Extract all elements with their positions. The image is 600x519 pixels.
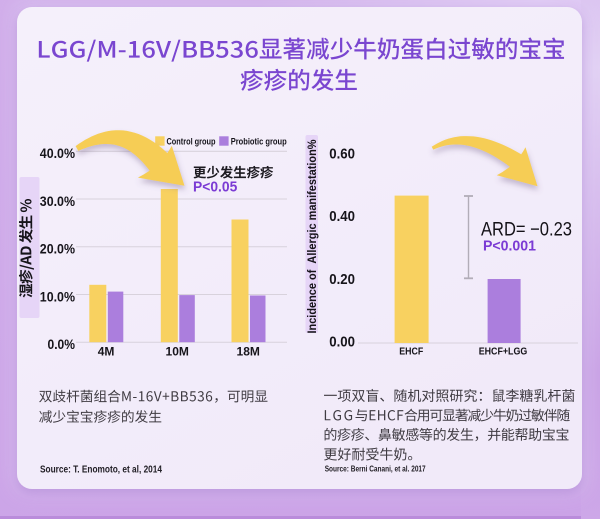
svg-text:P<0.05: P<0.05 bbox=[193, 180, 237, 196]
svg-text:EHCF+LGG: EHCF+LGG bbox=[479, 346, 528, 358]
svg-text:18M: 18M bbox=[237, 344, 260, 358]
svg-text:30.0%: 30.0% bbox=[40, 194, 75, 209]
svg-text:0.40: 0.40 bbox=[329, 209, 355, 225]
svg-text:40.0%: 40.0% bbox=[40, 146, 75, 161]
svg-text:0.0%: 0.0% bbox=[48, 337, 76, 352]
svg-text:0.20: 0.20 bbox=[329, 272, 355, 288]
svg-text:Probiotic group: Probiotic group bbox=[231, 136, 287, 147]
svg-text:10.0%: 10.0% bbox=[40, 289, 75, 304]
svg-text:20.0%: 20.0% bbox=[40, 242, 75, 257]
svg-text:Control group: Control group bbox=[167, 136, 216, 147]
svg-text:EHCF: EHCF bbox=[399, 346, 423, 358]
svg-text:ARD= −0.23: ARD= −0.23 bbox=[481, 219, 572, 241]
svg-text:P<0.001: P<0.001 bbox=[483, 238, 536, 255]
svg-text:0.60: 0.60 bbox=[329, 147, 355, 163]
svg-text:0.00: 0.00 bbox=[329, 335, 355, 351]
svg-text:4M: 4M bbox=[98, 344, 115, 358]
svg-text:10M: 10M bbox=[166, 344, 189, 358]
svg-text:Incidence of Allergic manifes: Incidence of Allergic manifestation% bbox=[306, 140, 319, 334]
svg-text:Source: T. Enomoto, et al, 201: Source: T. Enomoto, et al, 2014 bbox=[40, 465, 162, 476]
svg-text:Source: Berni Canani, et al. 2: Source: Berni Canani, et al. 2017 bbox=[325, 463, 426, 473]
